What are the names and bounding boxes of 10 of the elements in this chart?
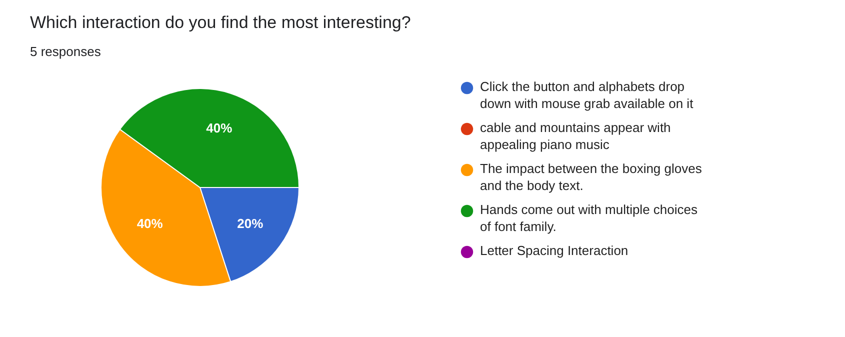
- chart-subtitle: 5 responses: [30, 44, 102, 59]
- legend-label: Click the button and alphabets drop down with mouse grab available on it: [480, 79, 694, 111]
- legend-label: The impact between the boxing gloves and the body text.: [480, 161, 702, 193]
- data-label: 40%: [206, 120, 233, 136]
- legend-label: Hands come out with multiple choices of font family.: [480, 202, 698, 234]
- data-label: 20%: [237, 216, 264, 231]
- legend-label: cable and mountains appear with appealing piano music: [480, 120, 671, 152]
- data-label: 40%: [136, 216, 164, 231]
- chart-title: Which interaction do you find the most interesting?: [30, 13, 411, 32]
- legend-label: Letter Spacing Interaction: [480, 243, 628, 258]
